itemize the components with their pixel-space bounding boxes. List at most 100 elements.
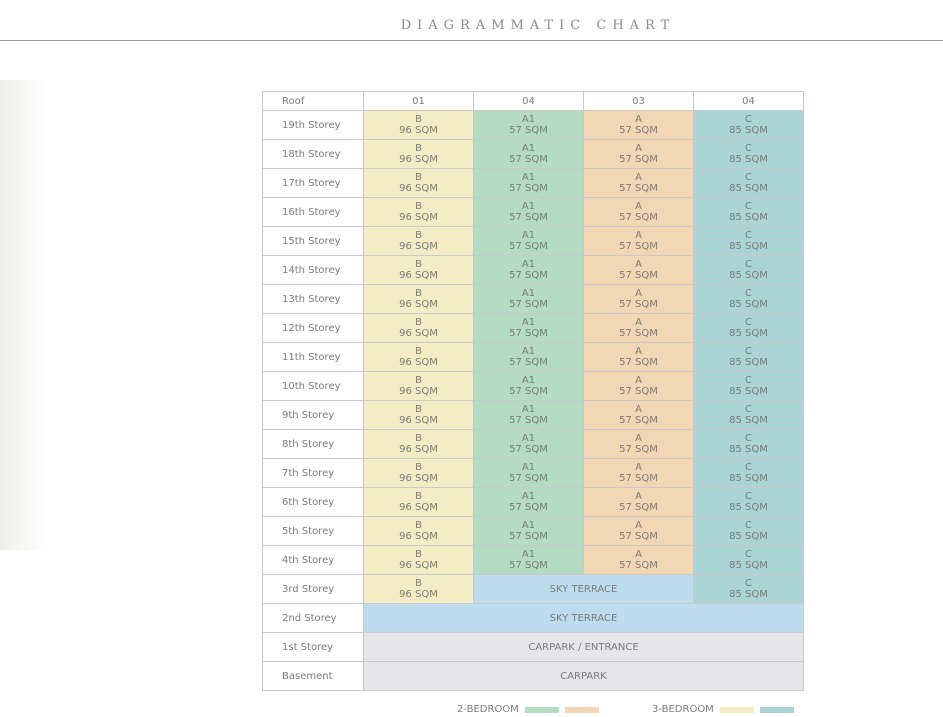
unit-type: C <box>745 462 752 473</box>
unit-type: C <box>745 520 752 531</box>
unit-type: B <box>415 143 422 154</box>
unit-type: B <box>415 259 422 270</box>
unit-size: 57 SQM <box>509 299 548 310</box>
storey-label: 16th Storey <box>262 197 364 227</box>
unit-size: 57 SQM <box>509 502 548 513</box>
storey-label: 8th Storey <box>262 429 364 459</box>
unit-type: B <box>415 375 422 386</box>
unit-cell: A 57 SQM <box>583 458 694 488</box>
unit-type: C <box>745 346 752 357</box>
legend-swatch <box>719 706 754 713</box>
legend-swatch <box>564 706 599 713</box>
unit-size: 96 SQM <box>399 589 438 600</box>
unit-size: 85 SQM <box>729 183 768 194</box>
unit-type: C <box>745 259 752 270</box>
legend-swatch <box>524 706 559 713</box>
unit-type: A1 <box>521 520 536 531</box>
unit-size: 57 SQM <box>509 444 548 455</box>
unit-type: A1 <box>521 201 536 212</box>
unit-type: B <box>415 201 422 212</box>
unit-cell: B 96 SQM <box>363 371 474 401</box>
unit-number-header: 04 <box>473 91 584 111</box>
unit-type: B <box>415 346 422 357</box>
storey-row: 2nd Storey SKY TERRACE <box>262 603 804 633</box>
legend-2-bedroom: 2-BEDROOM <box>457 704 599 715</box>
storey-label: 19th Storey <box>262 110 364 140</box>
unit-type: A1 <box>521 346 536 357</box>
unit-cell: A 57 SQM <box>583 313 694 343</box>
storey-row: 3rd Storey B 96 SQM SKY TERRACE C 85 SQM <box>262 574 804 604</box>
unit-type: A1 <box>521 288 536 299</box>
unit-size: 57 SQM <box>619 183 658 194</box>
unit-size: 57 SQM <box>509 241 548 252</box>
unit-size: 85 SQM <box>729 444 768 455</box>
unit-cell: A 57 SQM <box>583 168 694 198</box>
unit-size: 96 SQM <box>399 473 438 484</box>
unit-cell: C 85 SQM <box>693 400 804 430</box>
unit-type: A1 <box>521 375 536 386</box>
unit-size: 85 SQM <box>729 415 768 426</box>
storey-label: 9th Storey <box>262 400 364 430</box>
unit-size: 57 SQM <box>619 415 658 426</box>
unit-type: A1 <box>521 433 536 444</box>
unit-cell: B 96 SQM <box>363 400 474 430</box>
unit-size: 85 SQM <box>729 154 768 165</box>
facility-cell: CARPARK <box>363 661 804 691</box>
storey-label: 12th Storey <box>262 313 364 343</box>
unit-type: C <box>745 375 752 386</box>
facility-cell: SKY TERRACE <box>363 603 804 633</box>
unit-type: C <box>745 404 752 415</box>
unit-size: 85 SQM <box>729 212 768 223</box>
storey-label: 3rd Storey <box>262 574 364 604</box>
storey-row: 6th Storey B 96 SQM A1 57 SQM A 57 SQM C 85 SQM <box>262 487 804 517</box>
unit-size: 96 SQM <box>399 241 438 252</box>
unit-type: A <box>635 491 642 502</box>
roof-label: Roof <box>262 91 364 111</box>
unit-size: 57 SQM <box>619 241 658 252</box>
unit-type: A <box>635 172 642 183</box>
unit-size: 57 SQM <box>619 386 658 397</box>
unit-size: 57 SQM <box>619 212 658 223</box>
page-title: DIAGRAMMATIC CHART <box>400 18 676 33</box>
storey-row: 18th Storey B 96 SQM A1 57 SQM A 57 SQM C 85 SQM <box>262 139 804 169</box>
unit-size: 96 SQM <box>399 125 438 136</box>
unit-type: A <box>635 462 642 473</box>
unit-type: A <box>635 520 642 531</box>
unit-cell: A 57 SQM <box>583 429 694 459</box>
unit-cell: B 96 SQM <box>363 110 474 140</box>
storey-label: 15th Storey <box>262 226 364 256</box>
unit-size: 96 SQM <box>399 270 438 281</box>
unit-size: 57 SQM <box>619 125 658 136</box>
unit-cell: B 96 SQM <box>363 342 474 372</box>
diagrammatic-chart-table: Roof 01 04 03 04 19th Storey B 96 SQM A1 57 SQM A 5… <box>262 91 804 691</box>
legend-swatch <box>759 706 794 713</box>
unit-type: A <box>635 288 642 299</box>
storey-label: Basement <box>262 661 364 691</box>
unit-type: B <box>415 549 422 560</box>
unit-type: A1 <box>521 143 536 154</box>
unit-size: 85 SQM <box>729 502 768 513</box>
storey-label: 4th Storey <box>262 545 364 575</box>
unit-size: 85 SQM <box>729 125 768 136</box>
storey-row: 1st Storey CARPARK / ENTRANCE <box>262 632 804 662</box>
unit-type: B <box>415 491 422 502</box>
unit-cell: A 57 SQM <box>583 342 694 372</box>
unit-size: 57 SQM <box>509 154 548 165</box>
facility-cell: CARPARK / ENTRANCE <box>363 632 804 662</box>
unit-size: 57 SQM <box>619 502 658 513</box>
unit-type: A1 <box>521 230 536 241</box>
storey-label: 18th Storey <box>262 139 364 169</box>
unit-size: 57 SQM <box>619 154 658 165</box>
unit-type: A <box>635 346 642 357</box>
unit-size: 85 SQM <box>729 531 768 542</box>
unit-cell: B 96 SQM <box>363 255 474 285</box>
unit-size: 57 SQM <box>509 328 548 339</box>
unit-cell: C 85 SQM <box>693 371 804 401</box>
unit-size: 57 SQM <box>619 299 658 310</box>
unit-type: C <box>745 143 752 154</box>
unit-cell: A 57 SQM <box>583 197 694 227</box>
storey-label: 14th Storey <box>262 255 364 285</box>
unit-cell: C 85 SQM <box>693 110 804 140</box>
unit-cell: C 85 SQM <box>693 487 804 517</box>
unit-cell: B 96 SQM <box>363 284 474 314</box>
